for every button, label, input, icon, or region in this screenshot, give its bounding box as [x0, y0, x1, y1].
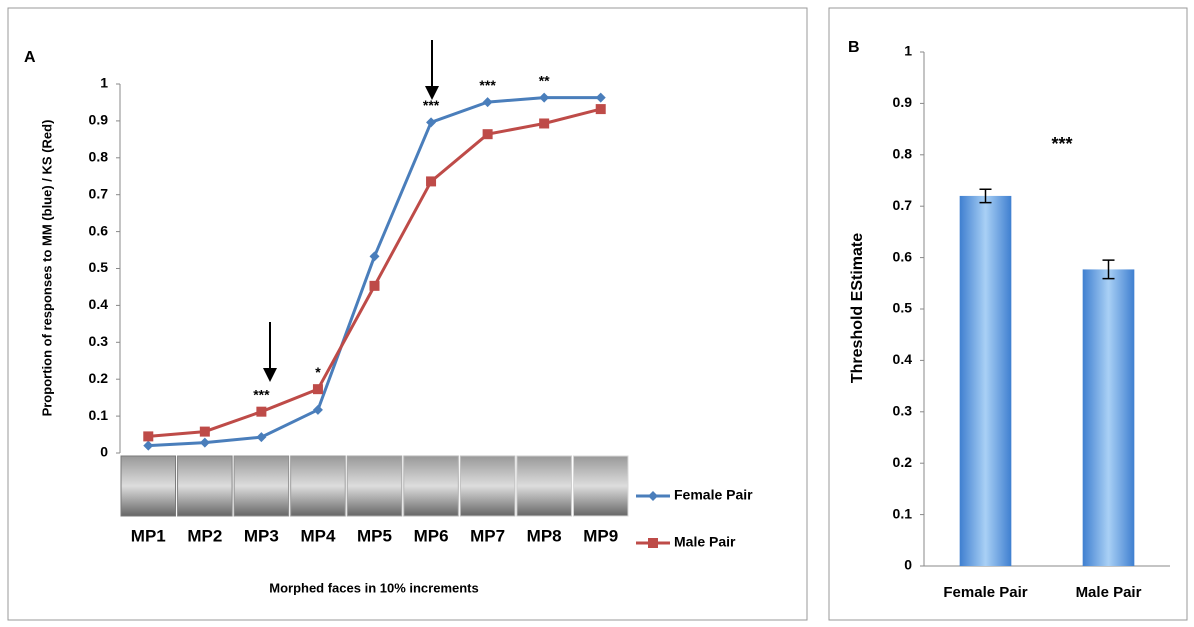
face-image	[177, 455, 233, 517]
annotation: ***	[253, 386, 270, 402]
x-tick-label: MP3	[244, 526, 279, 545]
legend-marker	[648, 491, 658, 501]
y-axis-title: Threshold EStimate	[849, 233, 866, 383]
panel-frame	[7, 7, 808, 621]
legend-label: Female Pair	[674, 487, 753, 503]
marker	[199, 437, 210, 448]
error-bar	[1102, 259, 1115, 280]
legend-marker	[648, 538, 658, 548]
y-tick-label: 0.9	[893, 94, 913, 110]
x-tick-label: MP5	[357, 526, 392, 545]
face-image	[346, 455, 403, 517]
line-series	[148, 96, 601, 448]
face-image	[233, 455, 290, 517]
y-tick-label: 0.2	[89, 370, 109, 386]
marker	[369, 280, 380, 291]
bar	[959, 195, 1012, 567]
marker	[256, 406, 267, 417]
annotation: ***	[1051, 134, 1072, 154]
face-image	[516, 455, 572, 517]
face-image	[290, 455, 346, 517]
y-tick-label: 1	[100, 75, 108, 91]
marker	[369, 251, 380, 262]
marker	[312, 384, 323, 395]
marker	[256, 432, 267, 443]
marker	[143, 431, 154, 442]
y-tick-label: 0	[100, 444, 108, 460]
x-tick-label: MP9	[583, 526, 618, 545]
y-tick-label: 0	[904, 557, 912, 573]
arrow	[263, 322, 277, 382]
y-tick-label: 1	[904, 43, 912, 59]
y-tick-label: 0.4	[89, 296, 109, 312]
y-tick-label: 0.2	[893, 454, 913, 470]
annotation: *	[315, 364, 321, 380]
y-tick-label: 0.3	[89, 333, 109, 349]
marker	[426, 176, 437, 187]
x-tick-label: MP6	[414, 526, 449, 545]
marker	[595, 104, 606, 115]
bar	[1082, 269, 1135, 566]
marker	[199, 426, 210, 437]
y-tick-label: 0.6	[89, 222, 109, 238]
marker	[312, 404, 323, 415]
x-axis-title: Morphed faces in 10% increments	[269, 580, 479, 595]
face-image	[120, 455, 177, 517]
x-tick-label: Female Pair	[943, 584, 1027, 601]
y-tick-label: 0.9	[89, 112, 109, 128]
marker	[539, 118, 550, 129]
face-image	[459, 455, 516, 517]
y-tick-label: 0.1	[893, 505, 913, 521]
annotation: ***	[423, 97, 440, 113]
x-tick-label: MP1	[131, 526, 166, 545]
x-tick-label: MP7	[470, 526, 505, 545]
legend-label: Male Pair	[674, 534, 736, 550]
y-tick-label: 0.3	[893, 403, 913, 419]
y-tick-label: 0.1	[89, 407, 109, 423]
line-series	[148, 107, 602, 438]
panel-label: B	[848, 39, 860, 56]
marker	[482, 129, 493, 140]
panel-label: A	[24, 49, 36, 66]
y-tick-label: 0.8	[893, 146, 913, 162]
y-tick-label: 0.5	[89, 259, 109, 275]
y-tick-label: 0.7	[89, 185, 109, 201]
x-tick-label: MP8	[527, 526, 562, 545]
marker	[482, 97, 493, 108]
y-axis-title: Proportion of responses to MM (blue) / K…	[39, 120, 54, 417]
y-tick-label: 0.8	[89, 149, 109, 165]
panel-frame	[828, 7, 1188, 621]
y-tick-label: 0.7	[893, 197, 913, 213]
face-image	[403, 455, 459, 517]
error-bar	[979, 188, 992, 204]
x-tick-label: Male Pair	[1076, 584, 1142, 601]
x-tick-label: MP2	[187, 526, 222, 545]
y-tick-label: 0.6	[893, 248, 913, 264]
y-tick-label: 0.5	[893, 300, 913, 316]
y-tick-label: 0.4	[893, 351, 913, 367]
marker	[143, 440, 154, 451]
marker	[539, 92, 550, 103]
marker	[426, 117, 437, 128]
x-tick-label: MP4	[300, 526, 336, 545]
annotation: ***	[479, 77, 496, 93]
marker	[595, 92, 606, 103]
arrow	[425, 40, 439, 100]
face-image	[572, 455, 629, 517]
annotation: **	[539, 72, 550, 88]
